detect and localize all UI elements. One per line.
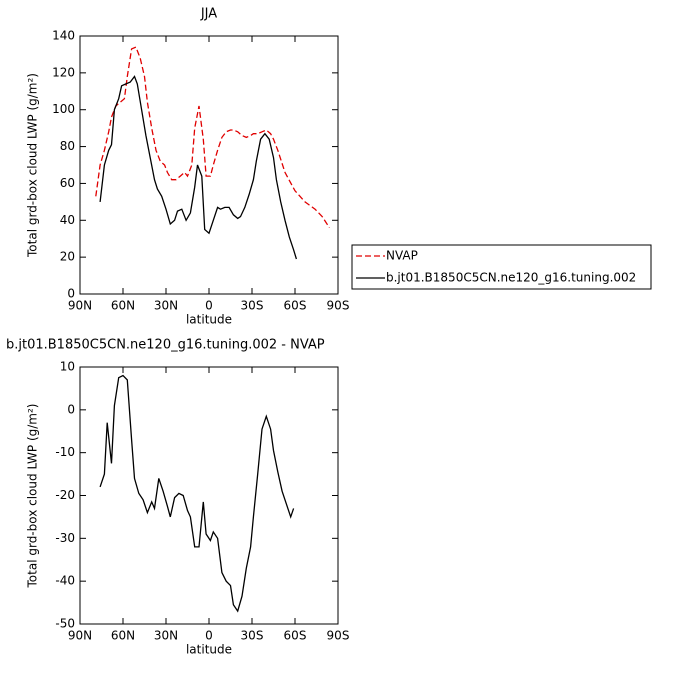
y-tick-label: 0 bbox=[67, 402, 75, 416]
line-series bbox=[99, 75, 298, 260]
y-tick-label: 80 bbox=[60, 139, 75, 153]
chart-title: JJA bbox=[200, 7, 217, 22]
x-tick-label: 30S bbox=[241, 629, 264, 643]
plot-frame bbox=[79, 35, 339, 295]
x-tick-label: 0 bbox=[205, 629, 213, 643]
y-axis-label: Total grd-box cloud LWP (g/m²) bbox=[26, 404, 40, 589]
y-tick-label: 60 bbox=[60, 176, 75, 190]
x-tick-label: 60N bbox=[111, 299, 135, 313]
y-tick-label: -20 bbox=[55, 488, 75, 502]
y-tick-label: -30 bbox=[55, 531, 75, 545]
x-tick-label: 60S bbox=[284, 299, 307, 313]
plot-frame bbox=[79, 366, 339, 625]
line-series bbox=[99, 374, 295, 613]
line-series bbox=[95, 46, 330, 229]
legend-label: b.jt01.B1850C5CN.ne120_g16.tuning.002 bbox=[386, 271, 636, 285]
x-tick-label: 60S bbox=[284, 629, 307, 643]
y-tick-label: 100 bbox=[52, 102, 75, 116]
y-tick-label: 0 bbox=[67, 287, 75, 301]
legend-box bbox=[351, 244, 652, 290]
x-tick-label: 30S bbox=[241, 299, 264, 313]
y-tick-label: 10 bbox=[60, 360, 75, 374]
x-tick-label: 0 bbox=[205, 299, 213, 313]
legend-label: NVAP bbox=[386, 249, 418, 263]
y-tick-label: -40 bbox=[55, 574, 75, 588]
x-axis-label: latitude bbox=[186, 643, 232, 657]
y-tick-label: 40 bbox=[60, 213, 75, 227]
x-tick-label: 90N bbox=[68, 629, 92, 643]
y-tick-label: 140 bbox=[52, 29, 75, 43]
x-tick-label: 30N bbox=[154, 629, 178, 643]
y-tick-label: -10 bbox=[55, 445, 75, 459]
x-tick-label: 90N bbox=[68, 299, 92, 313]
y-tick-label: 20 bbox=[60, 250, 75, 264]
y-axis-label: Total grd-box cloud LWP (g/m²) bbox=[26, 73, 40, 258]
x-tick-label: 90S bbox=[327, 299, 350, 313]
x-axis-label: latitude bbox=[186, 313, 232, 327]
x-tick-label: 90S bbox=[327, 629, 350, 643]
x-tick-label: 60N bbox=[111, 629, 135, 643]
chart-title: b.jt01.B1850C5CN.ne120_g16.tuning.002 - … bbox=[6, 338, 325, 353]
x-tick-label: 30N bbox=[154, 299, 178, 313]
y-tick-label: -50 bbox=[55, 617, 75, 631]
y-tick-label: 120 bbox=[52, 65, 75, 79]
